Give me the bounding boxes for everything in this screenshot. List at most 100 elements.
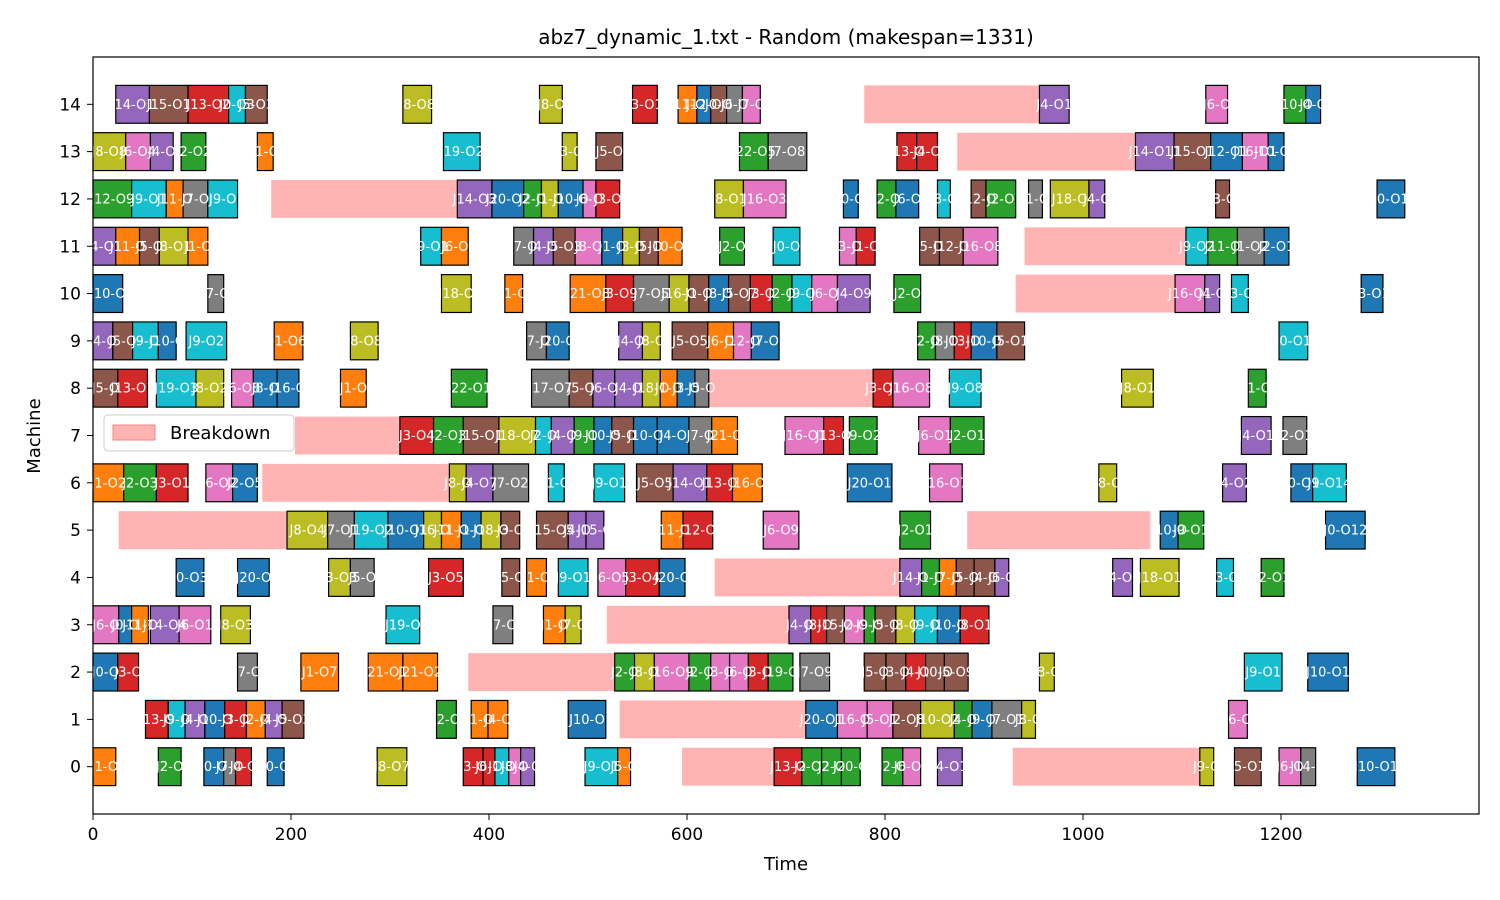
operation-label: J3-O1 bbox=[1353, 287, 1390, 302]
operation-label: J8-O8 bbox=[90, 145, 127, 160]
operation-label: J4-O9 bbox=[835, 287, 872, 302]
operation-label: J7-O1 bbox=[322, 524, 359, 539]
operation-label: J7-O bbox=[933, 571, 961, 586]
operation-label: J3-O bbox=[747, 287, 775, 302]
operation-label: J2-O1 bbox=[1258, 240, 1295, 255]
operation-label: J16-O bbox=[833, 713, 870, 728]
operation-label: J8-O8 bbox=[345, 334, 382, 349]
operation-label: J6-O bbox=[810, 287, 838, 302]
operation-label: J15-O bbox=[576, 524, 613, 539]
operation-label: J20-O bbox=[235, 571, 272, 586]
operation-label: J4-O1 bbox=[1237, 429, 1274, 444]
operation-label: J21-O bbox=[706, 429, 743, 444]
operation-bar bbox=[936, 747, 963, 787]
operation-label: J15-O5 bbox=[529, 524, 574, 539]
operation-label: J13-O1 bbox=[110, 382, 155, 397]
operation-bar bbox=[234, 747, 252, 787]
operation-bar bbox=[1027, 179, 1044, 219]
operation-label: J3-O bbox=[458, 760, 486, 775]
operation-label: J5-O3 bbox=[274, 713, 311, 728]
operation-label: J6-O bbox=[1275, 760, 1303, 775]
operation-label: J18-O bbox=[472, 524, 509, 539]
operation-label: J10-O bbox=[196, 713, 233, 728]
operation-bar bbox=[994, 557, 1010, 597]
breakdown-bar bbox=[118, 511, 288, 550]
operation-label: J2-O bbox=[717, 240, 745, 255]
operation-label: J4-O bbox=[658, 429, 686, 444]
operation-label: J0-O12 bbox=[1322, 524, 1367, 539]
operation-bar bbox=[1038, 84, 1070, 124]
operation-label: J9-O bbox=[162, 713, 190, 728]
operation-bar bbox=[694, 368, 710, 408]
breakdown-bar bbox=[262, 463, 450, 502]
operation-bar bbox=[584, 747, 619, 787]
operation-bar bbox=[399, 415, 435, 456]
operation-bar bbox=[557, 557, 589, 597]
operation-label: J14-O11 bbox=[1128, 145, 1181, 160]
operation-label: J9-O2 bbox=[188, 334, 225, 349]
operation-bar bbox=[1263, 226, 1290, 266]
operation-bar bbox=[799, 652, 831, 692]
operation-bar bbox=[187, 226, 209, 266]
operation-label: J10-O1 bbox=[647, 240, 692, 255]
operation-label: J2-O1 bbox=[948, 429, 985, 444]
operation-label: J2-O bbox=[912, 334, 940, 349]
operation-bar bbox=[962, 226, 999, 266]
operation-label: J1-O bbox=[487, 760, 515, 775]
operation-label: J8-O8 bbox=[398, 98, 435, 113]
operation-bar bbox=[1098, 463, 1118, 503]
operation-bar bbox=[115, 84, 151, 124]
operation-label: J8-O bbox=[443, 476, 471, 491]
operation-bar bbox=[286, 510, 329, 550]
operation-label: J1-O bbox=[339, 382, 367, 397]
operation-bar bbox=[767, 132, 808, 172]
operation-label: J9-O bbox=[787, 287, 815, 302]
operation-bar bbox=[991, 699, 1023, 739]
breakdown-layer bbox=[118, 85, 1200, 786]
operation-bar bbox=[895, 179, 920, 219]
operation-label: J3-O1 bbox=[626, 98, 663, 113]
operation-label: J3-O bbox=[1210, 571, 1238, 586]
operation-bar bbox=[1121, 368, 1154, 408]
x-tick-label: 1000 bbox=[1061, 825, 1104, 845]
legend: Breakdown bbox=[103, 414, 295, 452]
operation-bar bbox=[846, 463, 893, 503]
operation-label: J0-O1 bbox=[1275, 334, 1312, 349]
operation-label: J13-O bbox=[888, 145, 925, 160]
operation-bar bbox=[1215, 179, 1231, 219]
operation-label: J15-O1 bbox=[1169, 145, 1214, 160]
operation-label: J4-O bbox=[616, 334, 644, 349]
operation-bar bbox=[959, 605, 990, 645]
operation-bar bbox=[948, 368, 982, 408]
operation-bar bbox=[520, 747, 536, 787]
breakdown-bar bbox=[1012, 747, 1200, 786]
operation-label: J2-O bbox=[432, 713, 460, 728]
operation-bar bbox=[175, 557, 205, 597]
breakdown-bar bbox=[1024, 227, 1188, 266]
operation-bar bbox=[928, 463, 963, 503]
operation-label: J4-O bbox=[483, 713, 511, 728]
operation-label: J9-O1 bbox=[1172, 524, 1209, 539]
operation-bar bbox=[936, 179, 951, 219]
operation-label: J3-O bbox=[929, 192, 957, 207]
operation-label: J15-O1 bbox=[458, 429, 503, 444]
operation-label: J8-O1 bbox=[956, 618, 993, 633]
operation-label: J6-O1 bbox=[916, 429, 953, 444]
operation-bar bbox=[498, 415, 537, 456]
operation-label: J6-O bbox=[706, 334, 734, 349]
operation-label: J5-O bbox=[496, 571, 524, 586]
operation-label: J9-O8 bbox=[946, 382, 983, 397]
operation-label: J5-O bbox=[915, 240, 943, 255]
operation-label: J7-O9 bbox=[796, 666, 833, 681]
operation-label: J2-O8 bbox=[888, 713, 925, 728]
operation-bar bbox=[353, 510, 389, 550]
operation-label: J5-O5 bbox=[671, 334, 708, 349]
operation-label: J13-O bbox=[701, 476, 738, 491]
operation-label: J0-O bbox=[772, 240, 800, 255]
operation-label: J0-O3 bbox=[171, 571, 208, 586]
operation-label: J20-O1 bbox=[847, 476, 892, 491]
operation-label: J11-O bbox=[669, 98, 706, 113]
operation-bar bbox=[836, 699, 868, 739]
operation-bar bbox=[1221, 463, 1247, 503]
y-tick-label: 11 bbox=[59, 237, 81, 257]
